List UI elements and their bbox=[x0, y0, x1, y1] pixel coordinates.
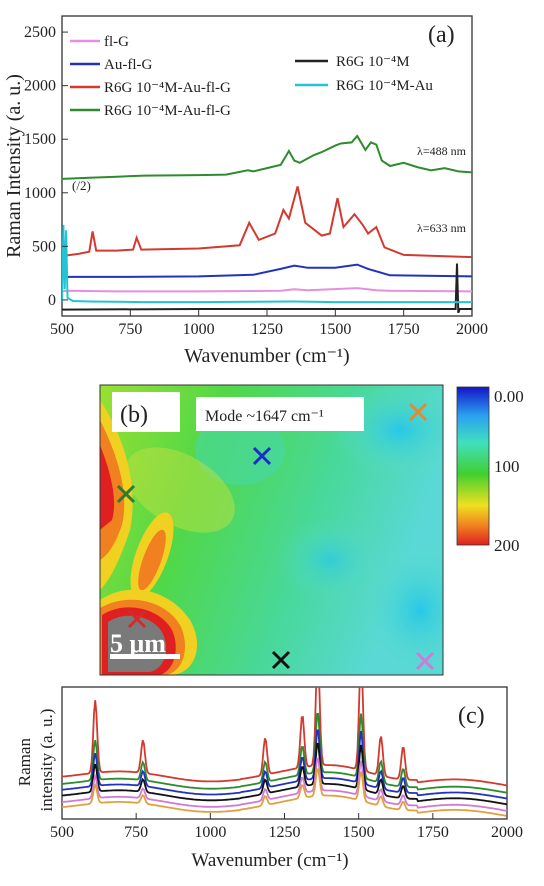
c-x-tick-label-5: 1750 bbox=[417, 824, 449, 841]
series-line-3 bbox=[62, 134, 472, 180]
y-tick-label-4: 2000 bbox=[24, 78, 56, 95]
y-tick-label-1: 500 bbox=[32, 238, 56, 255]
c-x-tick-label-3: 1250 bbox=[269, 824, 301, 841]
c-x-tick-label-2: 1000 bbox=[194, 824, 226, 841]
colorbar-tick-100: 100 bbox=[494, 457, 520, 476]
y-tick-label-2: 1000 bbox=[24, 185, 56, 202]
panel-b-label-box bbox=[112, 392, 180, 432]
series-line-1 bbox=[62, 263, 472, 279]
marker-green bbox=[116, 484, 136, 504]
c-x-tick-label-4: 1500 bbox=[343, 824, 375, 841]
annotation-lambda-633: λ=633 nm bbox=[417, 221, 467, 235]
x-tick-label-2: 1000 bbox=[183, 321, 215, 338]
legend-label-right-0: R6G 10⁻⁴M bbox=[336, 54, 410, 70]
legend-label-left-0: fl-G bbox=[104, 34, 129, 50]
marker-red bbox=[127, 609, 147, 629]
scalebar bbox=[110, 654, 180, 659]
panel-a-xlabel: Wavenumber (cm⁻¹) bbox=[184, 345, 349, 367]
panel-c: 500 750 1000 1250 1500 1750 2000 (c) Wavenumbe… bbox=[15, 686, 523, 871]
panel-b: (b) Mode ~1647 cm⁻¹ 5 μm 0.00 100 200 bbox=[99, 384, 524, 676]
c-x-tick-label-1: 750 bbox=[124, 824, 148, 841]
c-x-tick-label-0: 500 bbox=[50, 824, 74, 841]
legend-label-left-2: R6G 10⁻⁴M-Au-fl-G bbox=[104, 80, 231, 96]
colorbar bbox=[456, 386, 490, 546]
marker-black bbox=[271, 650, 291, 670]
panel-c-ylabel: Raman intensity (a. u.) bbox=[15, 709, 56, 812]
y-tick-label-3: 1500 bbox=[24, 131, 56, 148]
panel-c-label: (c) bbox=[458, 703, 485, 729]
y-tick-label-0: 0 bbox=[48, 292, 56, 309]
panel-b-frame bbox=[99, 384, 444, 676]
panel-b-label: (b) bbox=[120, 402, 148, 428]
panel-c-ylabel-line2: intensity (a. u.) bbox=[37, 709, 56, 812]
y-tick-label-5: 2500 bbox=[24, 24, 56, 41]
colorbar-tick-200: 200 bbox=[494, 536, 520, 555]
marker-blue bbox=[252, 446, 272, 466]
series-c-line-3 bbox=[62, 742, 507, 806]
panel-a-label: (a) bbox=[428, 22, 455, 48]
panel-a: 500 750 1000 1250 1500 1750 2000 0 500 1000 1500 20… bbox=[3, 15, 488, 367]
x-tick-label-1: 750 bbox=[118, 321, 142, 338]
panel-c-xlabel: Wavenumber (cm⁻¹) bbox=[191, 850, 348, 871]
series-line-4 bbox=[62, 263, 472, 314]
series-c-line-4 bbox=[62, 757, 507, 812]
x-tick-label-5: 1750 bbox=[388, 321, 420, 338]
x-tick-label-4: 1500 bbox=[319, 321, 351, 338]
legend-label-left-1: Au-fl-G bbox=[104, 57, 152, 73]
series-c-line-2 bbox=[62, 729, 507, 800]
marker-violet bbox=[415, 651, 435, 671]
panel-c-ylabel-line1: Raman bbox=[15, 738, 34, 787]
series-line-5 bbox=[62, 224, 472, 304]
mode-label: Mode ~1647 cm⁻¹ bbox=[205, 408, 324, 425]
x-tick-label-3: 1250 bbox=[251, 321, 283, 338]
series-line-2 bbox=[62, 186, 472, 259]
series-c-line-0 bbox=[62, 687, 507, 787]
mode-label-box bbox=[196, 397, 364, 431]
legend-label-right-1: R6G 10⁻⁴M-Au bbox=[336, 78, 433, 94]
annotation-half: (/2) bbox=[72, 178, 91, 193]
x-tick-label-0: 500 bbox=[50, 321, 74, 338]
marker-orange bbox=[408, 402, 428, 422]
colorbar-tick-0: 0.00 bbox=[494, 387, 524, 406]
scalebar-label: 5 μm bbox=[110, 629, 166, 658]
heatmap-image bbox=[100, 385, 443, 675]
c-x-tick-label-6: 2000 bbox=[491, 824, 523, 841]
series-c-line-5 bbox=[62, 768, 507, 817]
series-c-line-1 bbox=[62, 712, 507, 794]
annotation-lambda-488: λ=488 nm bbox=[417, 144, 467, 158]
x-tick-label-6: 2000 bbox=[456, 321, 488, 338]
panel-a-ylabel: Raman Intensity (a. u.) bbox=[3, 74, 25, 258]
legend-label-left-3: R6G 10⁻⁴M-Au-fl-G bbox=[104, 103, 231, 119]
series-line-0 bbox=[62, 287, 472, 293]
